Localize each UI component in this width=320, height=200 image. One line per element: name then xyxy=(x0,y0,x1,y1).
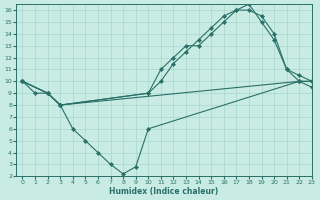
X-axis label: Humidex (Indice chaleur): Humidex (Indice chaleur) xyxy=(109,187,219,196)
